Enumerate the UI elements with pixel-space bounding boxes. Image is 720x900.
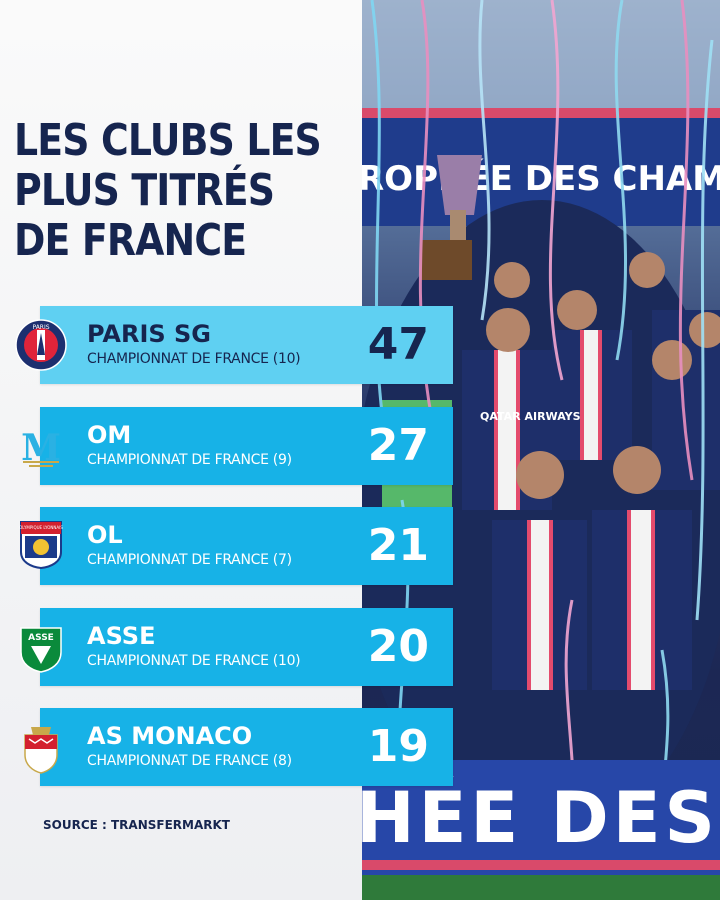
- trophy-icon: [420, 155, 482, 280]
- title-line-2: PLUS TITRÉS: [14, 165, 275, 216]
- svg-text:OLYMPIQUE LYONNAIS: OLYMPIQUE LYONNAIS: [19, 525, 63, 530]
- club-title-count: 47: [367, 319, 429, 370]
- club-name: OM: [87, 421, 132, 449]
- club-row-om: OM CHAMPIONNAT DE FRANCE (9) 27: [40, 407, 453, 485]
- club-name: PARIS SG: [87, 320, 211, 348]
- asse-crest-icon: ASSE: [20, 627, 62, 673]
- source-credit: SOURCE : TRANSFERMARKT: [43, 818, 230, 832]
- ol-crest-icon: OLYMPIQUE LYONNAIS: [19, 521, 63, 570]
- club-name: ASSE: [87, 622, 156, 650]
- svg-text:PARIS: PARIS: [32, 324, 49, 331]
- title-line-3: DE FRANCE: [14, 215, 247, 266]
- club-row-asse: ASSE CHAMPIONNAT DE FRANCE (10) 20: [40, 608, 453, 686]
- banner-top-text: ROPHÉE DES CHAM: [362, 158, 720, 199]
- club-name: AS MONACO: [87, 722, 253, 750]
- club-championships: CHAMPIONNAT DE FRANCE (10): [87, 653, 301, 669]
- club-row-ol: OL CHAMPIONNAT DE FRANCE (7) 21: [40, 507, 453, 585]
- club-title-count: 20: [367, 621, 429, 672]
- monaco-crest-icon: [24, 727, 58, 774]
- club-title-count: 19: [367, 721, 429, 772]
- club-name: OL: [87, 521, 123, 549]
- club-row-monaco: AS MONACO CHAMPIONNAT DE FRANCE (8) 19: [40, 708, 453, 786]
- club-title-count: 27: [367, 420, 429, 471]
- club-row-psg: PARIS SG CHAMPIONNAT DE FRANCE (10) 47: [40, 306, 453, 384]
- club-championships: CHAMPIONNAT DE FRANCE (9): [87, 452, 292, 468]
- page-title: LES CLUBS LES PLUS TITRÉS DE FRANCE: [14, 115, 322, 266]
- title-line-1: LES CLUBS LES: [14, 115, 322, 166]
- club-championships: CHAMPIONNAT DE FRANCE (8): [87, 753, 292, 769]
- psg-crest-icon: PARIS: [15, 319, 67, 371]
- club-championships: CHAMPIONNAT DE FRANCE (10): [87, 351, 301, 367]
- club-title-count: 21: [367, 520, 429, 571]
- svg-text:ASSE: ASSE: [28, 633, 54, 643]
- club-championships: CHAMPIONNAT DE FRANCE (7): [87, 552, 292, 568]
- shirt-sponsor-text: QATAR AIRWAYS: [480, 410, 581, 423]
- banner-bottom-text: HÉE DES: [362, 777, 719, 859]
- om-crest-icon: M: [21, 427, 61, 469]
